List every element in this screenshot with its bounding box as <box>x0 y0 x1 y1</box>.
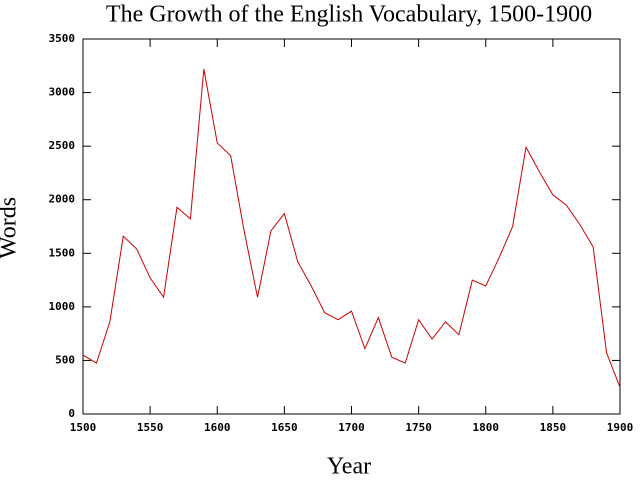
y-tick-label: 1500 <box>49 246 76 259</box>
x-tick-label: 1550 <box>137 421 164 434</box>
x-tick-label: 1700 <box>338 421 365 434</box>
y-tick-label: 500 <box>55 353 75 366</box>
x-tick-label: 1750 <box>405 421 432 434</box>
x-axis-label: Year <box>327 454 371 480</box>
chart-title: The Growth of the English Vocabulary, 15… <box>106 2 592 28</box>
y-tick-label: 2000 <box>49 193 76 206</box>
y-tick-label: 3500 <box>49 32 76 45</box>
x-tick-label: 1850 <box>540 421 567 434</box>
y-axis-label: Words <box>0 197 22 259</box>
x-tick-label: 1800 <box>473 421 500 434</box>
x-tick-label: 1600 <box>204 421 231 434</box>
x-tick-label: 1900 <box>607 421 634 434</box>
line <box>82 68 621 388</box>
y-tick-label: 3000 <box>49 86 76 99</box>
y-tick-label: 0 <box>68 407 75 420</box>
x-tick-label: 1650 <box>271 421 298 434</box>
y-tick-label: 1000 <box>49 300 76 313</box>
plot-border <box>82 38 621 415</box>
x-tick-label: 1500 <box>70 421 97 434</box>
y-tick-label: 2500 <box>49 139 76 152</box>
